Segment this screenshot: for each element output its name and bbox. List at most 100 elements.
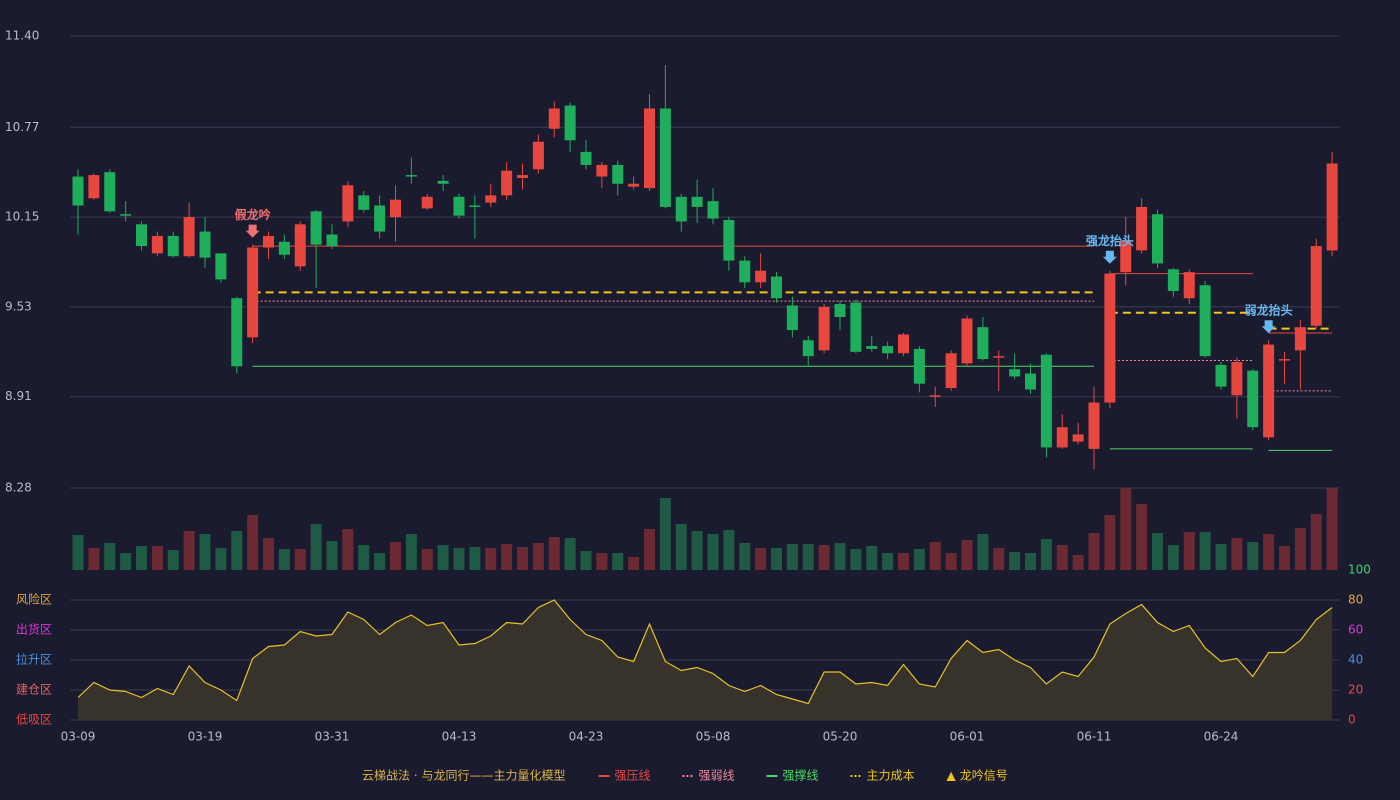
indicator-line — [77, 599, 1333, 705]
volume-bar — [1056, 545, 1068, 570]
candle-body — [1215, 364, 1227, 387]
volume-bar — [1025, 553, 1036, 570]
candle-body — [263, 235, 274, 248]
volume-bar — [199, 534, 211, 570]
candle-body — [564, 105, 576, 141]
candle-body — [882, 346, 894, 354]
candle-body — [1120, 240, 1132, 273]
legend-title: 云梯战法 · 与龙同行——主力量化模型 — [362, 769, 565, 783]
volume-bar — [1040, 539, 1052, 570]
candle-body — [659, 108, 671, 207]
volume-bar — [1326, 488, 1338, 570]
y2-tick-label: 40 — [1348, 653, 1363, 667]
candle-body — [1199, 285, 1211, 357]
volume-bar — [612, 553, 624, 570]
candle-body — [580, 151, 592, 165]
candle-body — [1072, 434, 1084, 442]
candle-body — [310, 211, 322, 245]
legend-label: 强撑线 — [782, 768, 818, 783]
candle-body — [548, 108, 560, 129]
volume-bar — [707, 534, 719, 570]
volume-bar — [993, 548, 1005, 570]
volume-bar — [501, 544, 513, 570]
candle-body — [1025, 373, 1036, 390]
signal-label: 强龙抬头 — [1086, 233, 1134, 248]
volume-bar — [405, 534, 417, 570]
candle-body — [850, 302, 862, 352]
candle-body — [1183, 272, 1195, 299]
candle-body — [1279, 359, 1290, 361]
indicator-area — [78, 600, 1333, 720]
candle-body — [898, 334, 909, 354]
y-tick-label: 10.77 — [5, 120, 39, 134]
volume-bar — [517, 547, 528, 570]
volume-bar — [120, 553, 132, 570]
volume-bar — [342, 529, 354, 570]
volume-bar — [358, 545, 370, 570]
x-tick-label: 03-09 — [61, 730, 96, 744]
candle-body — [771, 276, 782, 299]
candle-body — [612, 164, 624, 184]
x-tick-label: 03-31 — [315, 730, 350, 744]
volume-bar — [548, 537, 560, 570]
volume-bar — [771, 548, 782, 570]
volume-bar — [469, 547, 481, 570]
candle-body — [993, 356, 1005, 358]
candle-body — [818, 306, 830, 351]
candle-body — [866, 346, 878, 349]
candle-body — [136, 224, 147, 247]
legend-label: 强弱线 — [698, 769, 734, 783]
candle-body — [199, 231, 211, 258]
y2-tick-label: 80 — [1348, 593, 1363, 607]
candle-body — [1167, 269, 1179, 291]
volume-bar — [247, 515, 259, 570]
candle-body — [326, 234, 338, 247]
candle-body — [755, 270, 767, 283]
volume-bar — [913, 549, 925, 570]
volume-bar — [1215, 544, 1227, 570]
candle-body — [1310, 246, 1322, 326]
candle-body — [151, 235, 163, 254]
signal-label: 假龙吟 — [235, 207, 271, 222]
signal-arrow — [1261, 320, 1276, 334]
volume-bar — [898, 553, 909, 570]
zone-label: 出货区 — [16, 622, 52, 637]
volume-bar — [294, 549, 306, 570]
candle-body — [1088, 402, 1100, 449]
volume-bar — [151, 546, 163, 570]
volume-bar — [437, 545, 449, 570]
candle-body — [977, 327, 989, 360]
volume-bar — [580, 551, 592, 570]
legend-label: 龙吟信号 — [960, 768, 1008, 783]
candle-body — [723, 219, 735, 261]
volume-bar — [1072, 555, 1084, 570]
candle-body — [1247, 370, 1259, 428]
y-tick-label: 9.53 — [5, 299, 32, 313]
volume-bar — [929, 542, 941, 570]
candle-body — [231, 298, 243, 367]
volume-bar — [263, 538, 274, 570]
legend-label: 主力成本 — [867, 769, 915, 783]
volume-bar — [818, 545, 830, 570]
candle-body — [644, 108, 655, 189]
candle-body — [469, 205, 481, 207]
volume-bar — [1263, 534, 1275, 570]
volume-bar — [1247, 542, 1259, 570]
volume-bar — [421, 549, 433, 570]
candle-body — [945, 353, 957, 389]
candle-body — [675, 196, 687, 222]
candle-body — [342, 185, 354, 222]
volume-bar — [532, 543, 544, 570]
volume-bar — [882, 553, 894, 570]
x-tick-label: 06-11 — [1077, 730, 1112, 744]
candle-body — [961, 318, 973, 364]
y2-tick-label: 100 — [1348, 563, 1371, 577]
volume-bar — [723, 530, 735, 570]
volume-bar — [945, 553, 957, 570]
candle-body — [421, 196, 433, 209]
candle-body — [628, 183, 640, 187]
volume-bar — [1120, 488, 1132, 570]
volume-bar — [739, 543, 751, 570]
volume-bar — [215, 548, 227, 570]
